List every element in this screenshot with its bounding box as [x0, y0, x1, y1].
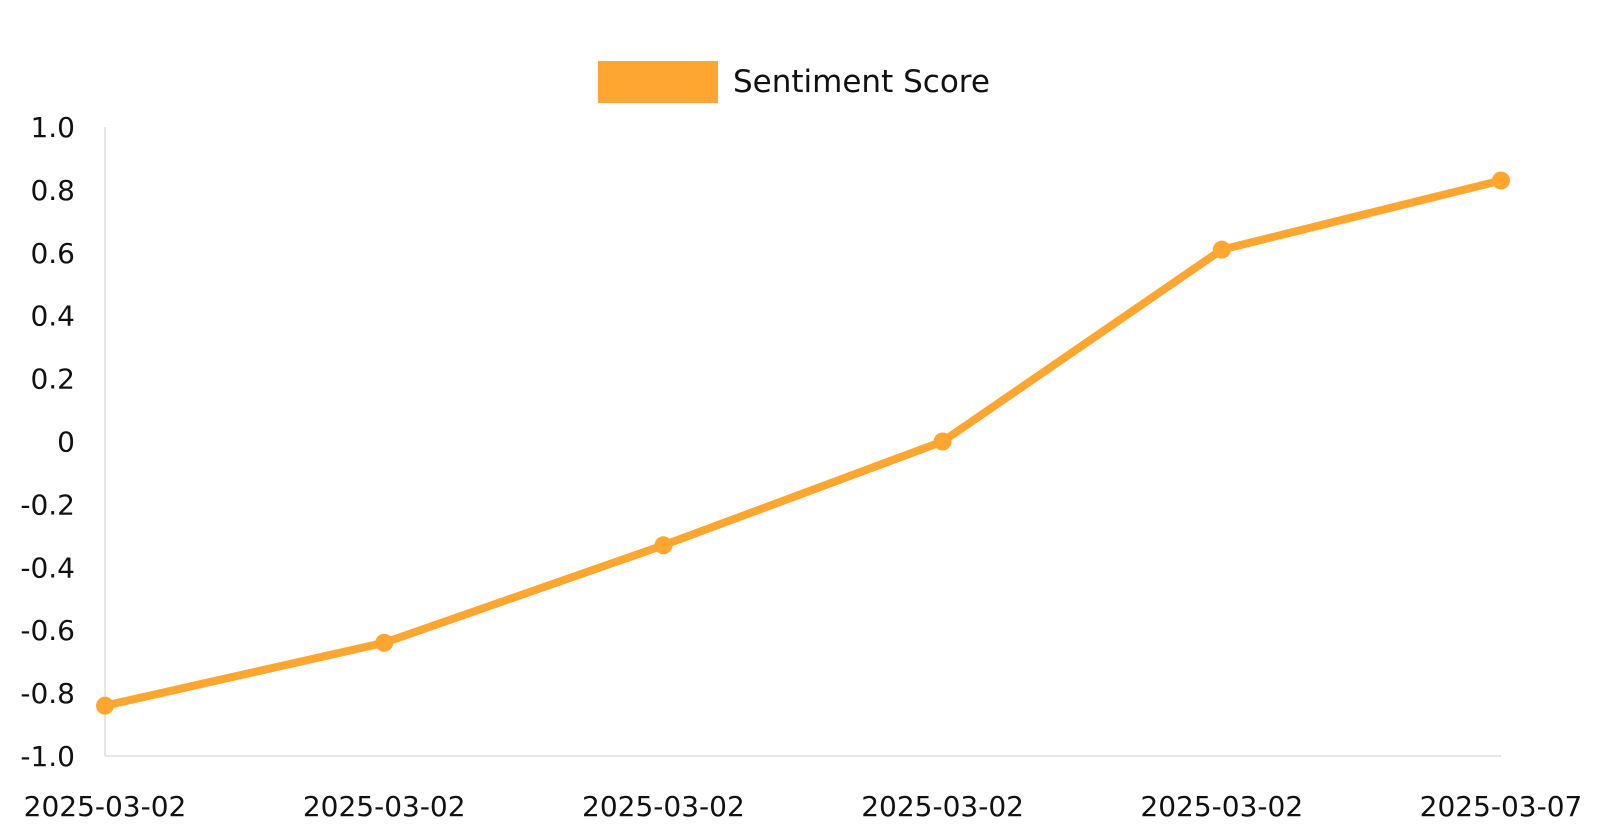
y-tick-label: -0.6	[20, 614, 75, 647]
y-axis-tick-labels: 1.0 0.8 0.6 0.4 0.2 0 -0.2 -0.4 -0.6 -0.8 -1.0	[20, 111, 75, 773]
y-tick-label: 0.2	[30, 363, 75, 396]
data-point	[933, 432, 952, 451]
y-tick-label: -0.4	[20, 551, 75, 584]
data-point	[1212, 240, 1231, 259]
y-tick-label: 0.4	[30, 300, 75, 333]
x-axis-tick-labels: 2025-03-02 2025-03-02 2025-03-02 2025-03-02…	[24, 790, 1583, 823]
x-tick-label: 2025-03-07	[1420, 790, 1583, 823]
x-tick-label: 2025-03-02	[1140, 790, 1303, 823]
x-tick-label: 2025-03-02	[861, 790, 1024, 823]
y-tick-label: 1.0	[30, 111, 75, 144]
data-point	[1492, 171, 1510, 190]
y-tick-label: -0.2	[20, 488, 75, 521]
data-point	[96, 696, 114, 715]
x-tick-label: 2025-03-02	[24, 790, 187, 823]
y-tick-label: -0.8	[20, 677, 75, 710]
legend-swatch	[598, 61, 718, 103]
x-tick-label: 2025-03-02	[303, 790, 466, 823]
data-point	[375, 633, 394, 652]
y-tick-label: 0.6	[30, 237, 75, 270]
data-point	[654, 536, 673, 555]
plot-series	[96, 171, 1510, 715]
y-tick-label: 0.8	[30, 174, 75, 207]
x-tick-label: 2025-03-02	[582, 790, 745, 823]
legend-label-sentiment-score: Sentiment Score	[733, 64, 990, 100]
legend: Sentiment Score	[598, 61, 990, 103]
y-tick-label: -1.0	[20, 740, 75, 773]
axes	[104, 127, 1501, 757]
y-tick-label: 0	[57, 426, 75, 459]
series-line	[101, 176, 1505, 710]
